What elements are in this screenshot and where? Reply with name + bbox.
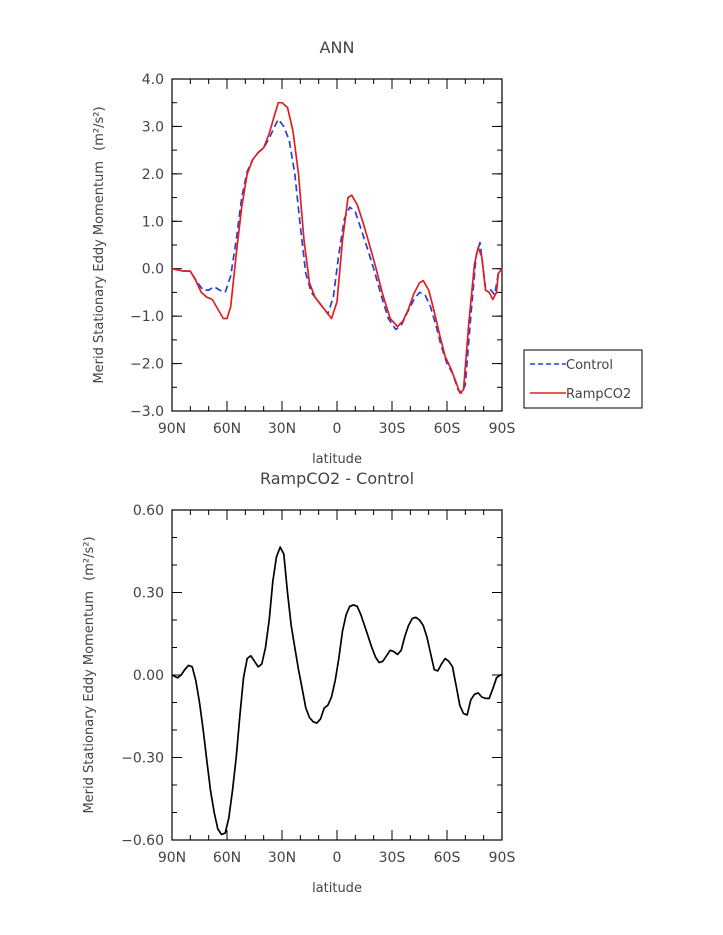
x-tick-label: 60S (434, 421, 461, 437)
x-tick-label: 90N (158, 421, 186, 437)
y-tick-label: −1.0 (130, 309, 164, 325)
y-tick-label: −3.0 (130, 404, 164, 420)
x-tick-label: 0 (333, 850, 342, 866)
x-tick-label: 30N (268, 850, 296, 866)
top-chart-panel: ANN 90N 60N 30N 0 30S 60S 90S −3.0 −2.0 −1.0 0.0 1.… (92, 38, 643, 467)
bottom-chart-title: RampCO2 - Control (260, 469, 414, 488)
y-tick-label: 2.0 (142, 167, 164, 183)
x-tick-label: 90S (489, 850, 516, 866)
x-tick-label: 30S (379, 421, 406, 437)
y-tick-label: −0.60 (121, 833, 164, 849)
bottom-chart-xlabel: latitude (312, 881, 362, 896)
top-chart-ticks: 90N 60N 30N 0 30S 60S 90S −3.0 −2.0 −1.0 0.0 1.0 2.0… (130, 72, 515, 437)
x-tick-label: 90S (489, 421, 516, 437)
series-line-rampco2 (171, 101, 503, 394)
x-tick-label: 30N (268, 421, 296, 437)
x-tick-label: 0 (333, 421, 342, 437)
y-tick-label: 1.0 (142, 214, 164, 230)
legend-box (523, 349, 643, 409)
x-tick-label: 60N (213, 850, 241, 866)
y-tick-label: 0.00 (133, 668, 164, 684)
bottom-chart-panel: RampCO2 - Control 90N 60N 30N 0 30S 60S 90S −0.… (82, 469, 515, 896)
x-tick-label: 90N (158, 850, 186, 866)
legend-rampco2-label: RampCO2 (566, 387, 631, 402)
bottom-chart-ylabel-text: Merid Stationary Eddy Momentum (82, 591, 97, 814)
y-tick-label: 4.0 (142, 72, 164, 88)
y-tick-label: 0.60 (133, 503, 164, 519)
y-tick-label: 0.30 (133, 586, 164, 602)
y-tick-label: −0.30 (121, 751, 164, 767)
bottom-chart-ylabel-unit: (m²/s²) (82, 536, 97, 580)
top-chart-frame (171, 78, 503, 412)
bottom-chart-series (171, 546, 502, 836)
series-line-control (171, 118, 503, 394)
x-tick-label: 30S (379, 850, 406, 866)
x-tick-label: 60S (434, 850, 461, 866)
y-tick-label: 3.0 (142, 119, 164, 135)
legend-control-label: Control (566, 358, 613, 373)
top-chart-series (171, 101, 503, 394)
series-line-diff-0 (171, 546, 502, 836)
y-tick-label: −2.0 (130, 357, 164, 373)
legend: Control RampCO2 (523, 349, 643, 409)
top-chart-xlabel: latitude (312, 452, 362, 467)
bottom-chart-ylabel: Merid Stationary Eddy Momentum (m²/s²) (82, 536, 97, 813)
bottom-chart-ticks: 90N 60N 30N 0 30S 60S 90S −0.60 −0.30 0.00 0.30 0.6… (121, 503, 515, 866)
top-chart-ylabel-text: Merid Stationary Eddy Momentum (92, 161, 107, 384)
x-tick-label: 60N (213, 421, 241, 437)
bottom-chart-frame (171, 509, 503, 841)
top-chart-title: ANN (320, 38, 355, 57)
y-tick-label: 0.0 (142, 262, 164, 278)
top-chart-ylabel: Merid Stationary Eddy Momentum (m²/s²) (92, 106, 107, 383)
top-chart-ylabel-unit: (m²/s²) (92, 106, 107, 150)
